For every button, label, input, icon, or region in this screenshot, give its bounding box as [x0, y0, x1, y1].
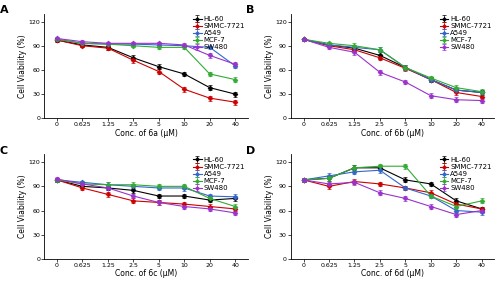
Y-axis label: Cell Viability (%): Cell Viability (%) — [18, 175, 27, 238]
Text: D: D — [246, 146, 256, 156]
X-axis label: Conc. of 6b (μM): Conc. of 6b (μM) — [361, 129, 424, 138]
Y-axis label: Cell Viability (%): Cell Viability (%) — [264, 175, 274, 238]
X-axis label: Conc. of 6c (μM): Conc. of 6c (μM) — [115, 270, 177, 278]
Legend: HL-60, SMMC-7721, A549, MCF-7, SW480: HL-60, SMMC-7721, A549, MCF-7, SW480 — [192, 15, 246, 52]
Legend: HL-60, SMMC-7721, A549, MCF-7, SW480: HL-60, SMMC-7721, A549, MCF-7, SW480 — [192, 156, 246, 193]
Text: B: B — [246, 5, 254, 15]
X-axis label: Conc. of 6a (μM): Conc. of 6a (μM) — [114, 129, 178, 138]
X-axis label: Conc. of 6d (μM): Conc. of 6d (μM) — [361, 270, 424, 278]
Y-axis label: Cell Viability (%): Cell Viability (%) — [18, 34, 27, 98]
Y-axis label: Cell Viability (%): Cell Viability (%) — [264, 34, 274, 98]
Text: C: C — [0, 146, 8, 156]
Legend: HL-60, SMMC-7721, A549, MCF-7, SW480: HL-60, SMMC-7721, A549, MCF-7, SW480 — [438, 15, 493, 52]
Legend: HL-60, SMMC-7721, A549, MCF-7, SW480: HL-60, SMMC-7721, A549, MCF-7, SW480 — [438, 156, 493, 193]
Text: A: A — [0, 5, 8, 15]
